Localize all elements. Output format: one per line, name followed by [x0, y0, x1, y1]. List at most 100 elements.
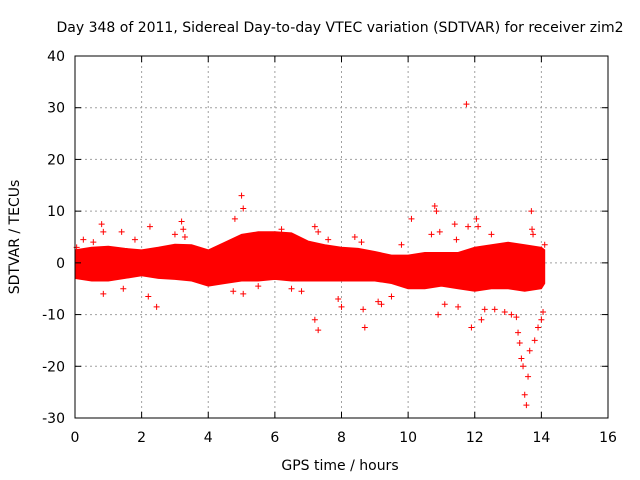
data-point [153, 303, 160, 310]
data-point [255, 283, 262, 290]
data-point [541, 241, 548, 248]
data-point [388, 293, 395, 300]
data-point [240, 290, 247, 297]
data-point [378, 301, 385, 308]
data-point [540, 308, 547, 315]
data-point [525, 373, 532, 380]
x-tick-label: 6 [270, 430, 279, 446]
data-band [74, 231, 546, 292]
data-point [230, 288, 237, 295]
data-point [360, 306, 367, 313]
data-point [530, 231, 537, 238]
data-point [516, 340, 523, 347]
data-points [73, 101, 548, 409]
x-tick-label: 0 [71, 430, 80, 446]
data-point [463, 101, 470, 108]
x-tick-label: 12 [466, 430, 484, 446]
chart-title: Day 348 of 2011, Sidereal Day-to-day VTE… [57, 20, 624, 36]
data-point [468, 324, 475, 331]
data-point [475, 223, 482, 230]
data-point [231, 215, 238, 222]
data-point [481, 306, 488, 313]
y-tick-label: -30 [42, 411, 65, 427]
data-point [361, 324, 368, 331]
data-point [98, 221, 105, 228]
data-point [531, 337, 538, 344]
data-point [515, 329, 522, 336]
data-point [171, 231, 178, 238]
data-point [398, 241, 405, 248]
x-tick-label: 10 [399, 430, 417, 446]
data-point [501, 308, 508, 315]
y-tick-label: 30 [47, 101, 65, 117]
data-point [453, 236, 460, 243]
y-axis-label: SDTVAR / TECUs [7, 180, 23, 295]
data-point [375, 298, 382, 305]
data-point [100, 290, 107, 297]
data-point [451, 221, 458, 228]
x-tick-label: 16 [599, 430, 617, 446]
data-point [473, 215, 480, 222]
data-point [325, 236, 332, 243]
data-point [518, 355, 525, 362]
data-point [455, 303, 462, 310]
y-tick-label: 40 [47, 49, 65, 65]
data-point [435, 311, 442, 318]
data-point [315, 228, 322, 235]
data-point [508, 311, 515, 318]
data-point [178, 218, 185, 225]
data-point [315, 327, 322, 334]
data-point [478, 316, 485, 323]
sdtvar-band [74, 231, 546, 292]
x-tick-label: 14 [532, 430, 550, 446]
data-point [520, 363, 527, 370]
data-point [528, 208, 535, 215]
data-point [526, 347, 533, 354]
y-tick-label: 0 [56, 256, 65, 272]
y-tick-label: 10 [47, 204, 65, 220]
data-point [131, 236, 138, 243]
data-point [181, 234, 188, 240]
data-point [238, 192, 245, 199]
data-point [521, 391, 528, 398]
x-axis-label: GPS time / hours [281, 458, 398, 474]
data-point [335, 296, 342, 303]
data-point [311, 316, 318, 323]
data-point [240, 205, 247, 212]
data-point [351, 234, 358, 240]
axis-ticks: 0 2 4 6 8 10 12 14 16 -30 -20 -10 0 10 20 30 40 [42, 49, 617, 446]
data-point [288, 285, 295, 292]
data-point [80, 236, 87, 243]
data-point [146, 223, 153, 230]
y-tick-label: -20 [42, 359, 65, 375]
data-point [118, 228, 125, 235]
data-point [538, 316, 545, 323]
data-point [180, 226, 187, 233]
data-point [513, 314, 520, 321]
data-point [436, 228, 443, 235]
data-point [428, 231, 435, 238]
data-point [523, 402, 530, 409]
data-point [465, 223, 472, 230]
data-point [488, 231, 495, 238]
x-tick-label: 8 [337, 430, 346, 446]
x-tick-label: 2 [137, 430, 146, 446]
data-point [100, 228, 107, 235]
y-tick-label: -10 [42, 308, 65, 324]
data-point [338, 303, 345, 310]
grid-lines [75, 56, 608, 418]
data-point [120, 285, 127, 292]
x-tick-label: 4 [204, 430, 213, 446]
data-point [311, 223, 318, 230]
data-point [358, 239, 365, 246]
data-point [529, 226, 536, 233]
data-point [298, 288, 305, 295]
y-tick-label: 20 [47, 152, 65, 168]
data-point [278, 226, 285, 233]
data-point [145, 293, 152, 300]
data-point [90, 239, 97, 246]
data-point [535, 324, 542, 331]
data-point [431, 202, 438, 209]
data-point [433, 208, 440, 215]
